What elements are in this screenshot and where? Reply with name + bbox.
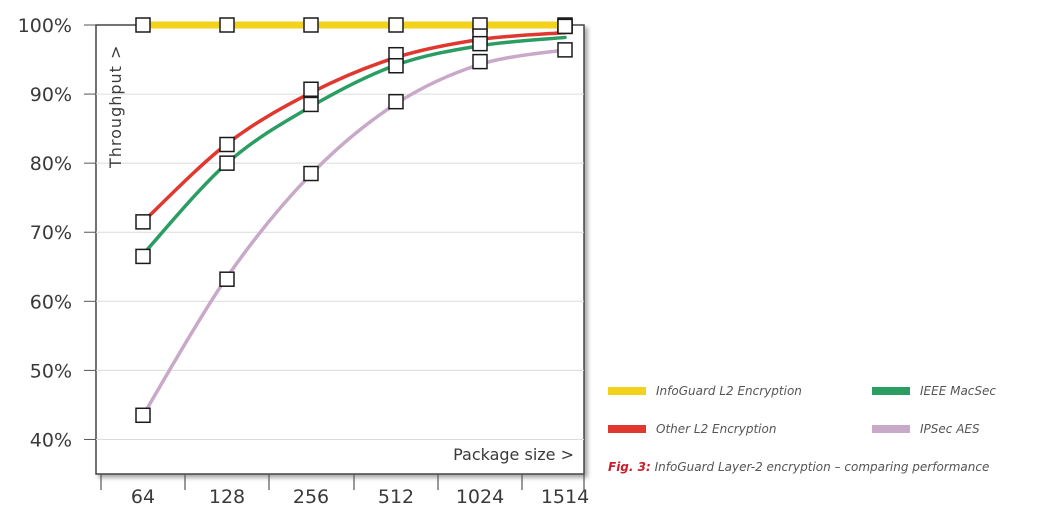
y-tick-label: 100% (18, 15, 72, 37)
y-axis-label: Throughput > (106, 45, 125, 169)
legend-swatch (872, 425, 910, 433)
data-point (388, 17, 404, 33)
data-point (219, 17, 235, 33)
data-point (472, 35, 488, 52)
figure-caption: Fig. 3: InfoGuard Layer-2 encryption – c… (608, 460, 989, 474)
data-points (135, 17, 573, 424)
x-tick-label: 256 (293, 486, 329, 508)
grid-lines (96, 93, 584, 440)
legend-label: Other L2 Encryption (656, 422, 777, 436)
legend-item: IEEE MacSec (872, 384, 996, 398)
caption-text: InfoGuard Layer-2 encryption – comparing… (650, 460, 990, 474)
x-tick-label: 64 (131, 486, 155, 508)
x-tick-label: 512 (378, 486, 414, 508)
x-tick-label: 128 (209, 486, 245, 508)
data-point (388, 58, 404, 74)
data-point (303, 17, 319, 33)
legend-item: InfoGuard L2 Encryption (608, 384, 802, 398)
y-tick-label: 90% (30, 84, 72, 106)
chart: 64 128 256 512 1024 1514 40% 50% 60% 70% 80% 90% 10… (18, 15, 590, 508)
data-point (557, 18, 573, 35)
legend-item: IPSec AES (872, 422, 980, 436)
data-point (135, 407, 151, 424)
y-axis: 40% 50% 60% 70% 80% 90% 100% (18, 15, 96, 451)
y-tick-label: 60% (30, 291, 72, 313)
legend-label: IPSec AES (920, 422, 980, 436)
data-point (303, 96, 319, 113)
data-point (135, 214, 151, 230)
data-point (303, 165, 319, 182)
x-axis: 64 128 256 512 1024 1514 (100, 474, 589, 508)
plot-area (95, 24, 585, 475)
y-tick-label: 80% (30, 153, 72, 175)
data-point (472, 53, 488, 70)
y-tick-label: 70% (30, 222, 72, 244)
caption-label: Fig. 3: (608, 460, 651, 474)
data-point (303, 81, 319, 97)
data-point (388, 93, 404, 110)
legend-item: Other L2 Encryption (608, 422, 776, 436)
x-tick-label: 1514 (541, 486, 589, 508)
y-tick-label: 50% (30, 360, 72, 382)
legend-swatch (608, 425, 646, 433)
data-point (219, 271, 235, 287)
legend-swatch (872, 387, 910, 395)
x-tick-label: 1024 (456, 486, 504, 508)
data-point (219, 136, 235, 153)
data-point (557, 42, 573, 58)
data-point (135, 248, 151, 265)
data-point (219, 155, 235, 171)
legend-swatch (608, 387, 646, 395)
legend-label: InfoGuard L2 Encryption (656, 384, 802, 398)
legend-label: IEEE MacSec (920, 384, 997, 398)
y-tick-label: 40% (30, 429, 72, 451)
x-axis-label: Package size > (453, 445, 574, 464)
data-point (135, 17, 151, 33)
